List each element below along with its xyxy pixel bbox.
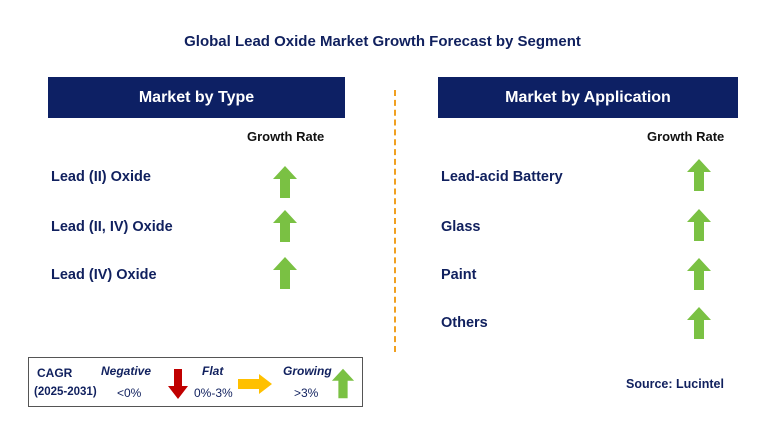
cagr-legend: CAGR (2025-2031) Negative <0% Flat 0%-3%… [28, 357, 363, 407]
legend-flat-range: 0%-3% [194, 386, 233, 400]
growth-rate-header-application: Growth Rate [647, 129, 725, 144]
source-note: Source: Lucintel [626, 377, 724, 391]
legend-growing-range: >3% [294, 386, 319, 400]
panel-header-application: Market by Application [438, 77, 738, 118]
cagr-period: (2025-2031) [34, 386, 97, 398]
up-arrow-icon [331, 368, 355, 399]
legend-negative-range: <0% [117, 386, 142, 400]
up-arrow-icon [273, 166, 297, 198]
legend-negative-label: Negative [101, 364, 152, 378]
right-arrow-icon [238, 374, 272, 394]
panel-header-type: Market by Type [48, 77, 345, 118]
type-row-label: Lead (II, IV) Oxide [51, 219, 173, 235]
cagr-label: CAGR [37, 366, 73, 380]
application-row-label: Paint [441, 267, 477, 283]
up-arrow-icon [687, 307, 711, 339]
type-row-label: Lead (IV) Oxide [51, 267, 157, 283]
application-row-label: Lead-acid Battery [441, 169, 563, 185]
up-arrow-icon [273, 257, 297, 289]
down-arrow-icon [168, 369, 188, 399]
application-row-label: Glass [441, 219, 481, 235]
type-row-label: Lead (II) Oxide [51, 169, 151, 185]
legend-flat-label: Flat [202, 364, 224, 378]
up-arrow-icon [687, 159, 711, 191]
up-arrow-icon [687, 258, 711, 290]
up-arrow-icon [687, 209, 711, 241]
up-arrow-icon [273, 210, 297, 242]
legend-growing-label: Growing [283, 364, 332, 378]
panel-divider [394, 90, 396, 352]
growth-rate-header-type: Growth Rate [247, 129, 325, 144]
application-row-label: Others [441, 315, 488, 331]
page-title: Global Lead Oxide Market Growth Forecast… [184, 33, 581, 50]
